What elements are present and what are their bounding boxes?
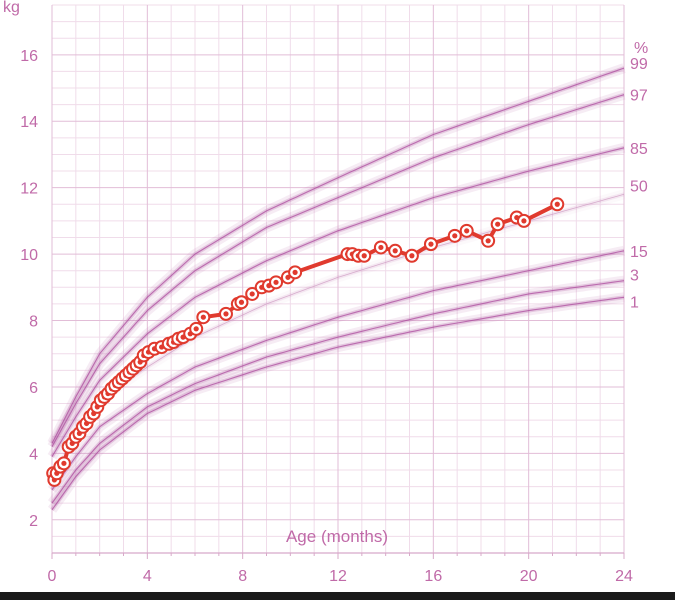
percentile-label-50: 50: [630, 178, 648, 195]
percentile-curve-85: [51, 147, 625, 457]
data-point-dot: [361, 253, 367, 259]
data-point-dot: [273, 279, 279, 285]
data-point-dot: [495, 221, 501, 227]
data-point: [56, 456, 71, 471]
x-tick-label: 24: [615, 568, 633, 585]
data-point: [373, 240, 388, 255]
percentile-curve-97: [51, 94, 625, 447]
percentile-curve-15: [51, 250, 625, 491]
y-tick-label: 2: [29, 513, 38, 530]
data-point: [423, 237, 438, 252]
data-point-dot: [378, 244, 384, 251]
data-point: [447, 228, 462, 243]
data-point-dot: [223, 311, 229, 317]
data-point-dot: [61, 460, 67, 466]
percentile-curve-99: [51, 67, 625, 444]
percentile-label-99: 99: [630, 56, 648, 73]
grid-major-lines: [51, 5, 625, 559]
data-point: [218, 306, 233, 321]
data-point-dot: [193, 326, 199, 332]
data-point: [196, 310, 211, 325]
x-tick-label: 8: [238, 568, 247, 585]
bottom-bar: [0, 592, 675, 600]
percentile-label-15: 15: [630, 244, 648, 261]
percentile-curves: [51, 67, 625, 511]
x-tick-label: 12: [329, 568, 347, 585]
x-tick-label: 16: [424, 568, 442, 585]
y-tick-label: 4: [29, 446, 38, 463]
percentile-curve-1: [51, 296, 625, 511]
child-weight-points: [46, 197, 565, 487]
data-point: [288, 265, 303, 280]
percentile-labels: 99 97 85 50 15 3 1: [630, 56, 648, 311]
x-tick-label: 4: [143, 568, 152, 585]
y-tick-label: 12: [20, 181, 38, 198]
data-point-dot: [554, 201, 560, 207]
x-tick-label: 20: [520, 568, 538, 585]
x-tick-labels: 0 4 8 12 16 20 24: [48, 568, 633, 585]
data-point-dot: [428, 241, 434, 247]
data-point: [404, 248, 419, 263]
data-point-dot: [464, 228, 470, 234]
data-point-dot: [452, 233, 458, 239]
y-tick-label: 14: [20, 114, 38, 131]
data-point: [516, 213, 531, 228]
percentile-label-85: 85: [630, 141, 648, 158]
data-point-dot: [292, 269, 298, 275]
data-point-dot: [521, 218, 527, 224]
data-point: [490, 217, 505, 232]
data-point: [269, 275, 284, 290]
data-point: [388, 243, 403, 258]
x-tick-label: 0: [48, 568, 57, 585]
y-tick-label: 10: [20, 247, 38, 264]
percentile-label-3: 3: [630, 268, 639, 285]
data-point-dot: [238, 299, 245, 305]
data-point: [234, 295, 249, 310]
data-point-dot: [485, 238, 491, 244]
data-point-dot: [392, 248, 398, 254]
data-point: [550, 197, 565, 212]
y-tick-label: 6: [29, 380, 38, 397]
data-point-dot: [200, 314, 206, 320]
data-point: [459, 223, 474, 238]
data-point-dot: [409, 253, 415, 259]
data-point: [357, 248, 372, 263]
percentile-label-1: 1: [630, 294, 639, 311]
y-tick-label: 16: [20, 48, 38, 65]
data-point: [245, 286, 260, 301]
percentile-label-97: 97: [630, 88, 648, 105]
y-axis-unit: kg: [3, 0, 20, 16]
data-point: [189, 321, 204, 336]
percentile-curve-3: [51, 280, 625, 504]
y-tick-label: 8: [29, 314, 38, 331]
data-point: [481, 233, 496, 248]
y-tick-labels: 2 4 6 8 10 12 14 16: [20, 48, 38, 530]
data-point-dot: [249, 291, 255, 297]
x-axis-title: Age (months): [286, 527, 388, 546]
percentile-unit-label: %: [634, 40, 648, 57]
